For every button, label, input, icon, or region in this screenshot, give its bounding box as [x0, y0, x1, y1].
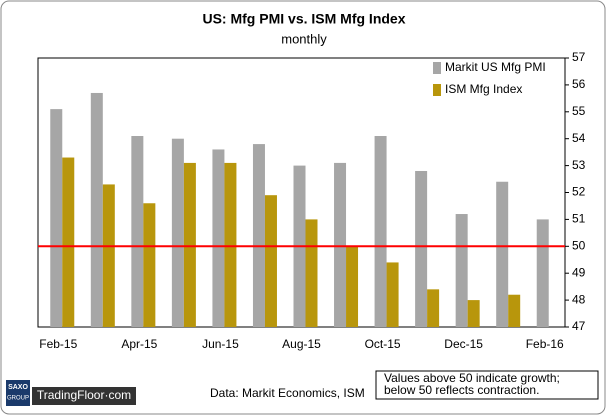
- logo-site: TradingFloor·com: [37, 388, 131, 402]
- legend-label: Markit US Mfg PMI: [445, 60, 546, 74]
- x-tick-label: Oct-15: [365, 337, 401, 351]
- y-tick-label: 51: [572, 212, 586, 226]
- bar: [183, 162, 196, 327]
- y-tick-label: 53: [572, 158, 586, 172]
- bar: [131, 136, 144, 327]
- logo-group: GROUP: [7, 396, 29, 402]
- x-tick-label: Feb-16: [526, 337, 564, 351]
- bar: [252, 144, 265, 327]
- legend-swatch: [433, 84, 441, 96]
- logo-box: [6, 380, 30, 406]
- bar: [212, 149, 225, 327]
- chart-title: US: Mfg PMI vs. ISM Mfg Index: [202, 11, 405, 27]
- bar: [536, 219, 549, 327]
- bar: [346, 246, 359, 327]
- y-tick-label: 57: [572, 50, 586, 64]
- bar: [90, 92, 103, 327]
- y-tick-label: 48: [572, 292, 586, 306]
- annotation: below 50 reflects contraction.: [384, 383, 539, 397]
- bar: [50, 109, 63, 327]
- y-tick-label: 52: [572, 185, 586, 199]
- bar: [264, 195, 277, 327]
- bar: [455, 214, 468, 327]
- logo-brand: SAXO: [8, 384, 28, 391]
- bar: [467, 300, 480, 327]
- source: Data: Markit Economics, ISM: [210, 386, 365, 400]
- bar: [334, 162, 347, 327]
- bar: [386, 262, 399, 327]
- annotation: Values above 50 indicate growth;: [384, 371, 560, 385]
- x-tick-label: Apr-15: [121, 337, 157, 351]
- legend-label: ISM Mfg Index: [445, 82, 522, 96]
- x-tick-label: Jun-15: [202, 337, 239, 351]
- y-tick-label: 54: [572, 131, 586, 145]
- x-tick-label: Dec-15: [444, 337, 483, 351]
- y-tick-label: 49: [572, 265, 586, 279]
- bar: [102, 184, 115, 327]
- bar: [496, 181, 509, 327]
- chart-subtitle: monthly: [281, 31, 327, 46]
- y-tick-label: 55: [572, 104, 586, 118]
- x-tick-label: Aug-15: [282, 337, 321, 351]
- bar: [374, 136, 387, 327]
- bar: [143, 203, 156, 327]
- bar: [62, 157, 75, 327]
- bar: [427, 289, 440, 327]
- y-tick-label: 50: [572, 238, 586, 252]
- y-tick-label: 56: [572, 77, 586, 91]
- bar: [415, 170, 428, 327]
- annotation-box: [375, 370, 599, 400]
- bar: [224, 162, 237, 327]
- x-tick-label: Feb-15: [39, 337, 77, 351]
- bar: [305, 219, 318, 327]
- logo-site-box: [32, 387, 136, 405]
- legend-swatch: [433, 62, 441, 74]
- bar: [508, 294, 521, 327]
- y-tick-label: 47: [572, 319, 586, 333]
- bar: [171, 138, 184, 327]
